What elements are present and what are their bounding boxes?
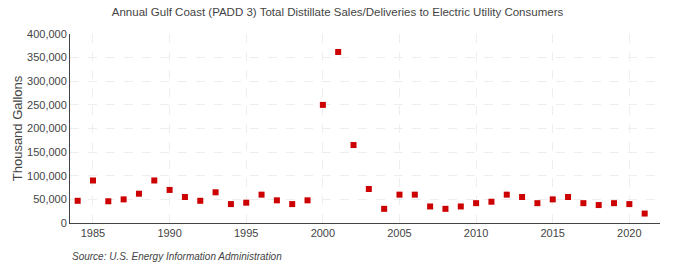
svg-text:400,000: 400,000 bbox=[27, 28, 67, 40]
svg-text:1990: 1990 bbox=[157, 227, 181, 239]
svg-text:Thousand Gallons: Thousand Gallons bbox=[10, 75, 25, 181]
svg-text:200,000: 200,000 bbox=[27, 122, 67, 134]
svg-text:50,000: 50,000 bbox=[33, 193, 67, 205]
svg-text:2020: 2020 bbox=[617, 227, 641, 239]
svg-text:2010: 2010 bbox=[464, 227, 488, 239]
svg-text:2000: 2000 bbox=[311, 227, 335, 239]
svg-text:1995: 1995 bbox=[234, 227, 258, 239]
svg-text:100,000: 100,000 bbox=[27, 170, 67, 182]
svg-text:2015: 2015 bbox=[540, 227, 564, 239]
svg-text:1985: 1985 bbox=[81, 227, 105, 239]
svg-text:2005: 2005 bbox=[387, 227, 411, 239]
svg-text:250,000: 250,000 bbox=[27, 99, 67, 111]
svg-text:Annual Gulf Coast (PADD 3) Tot: Annual Gulf Coast (PADD 3) Total Distill… bbox=[112, 6, 564, 18]
svg-text:300,000: 300,000 bbox=[27, 75, 67, 87]
svg-text:350,000: 350,000 bbox=[27, 51, 67, 63]
svg-text:150,000: 150,000 bbox=[27, 146, 67, 158]
svg-text:Source: U.S. Energy Informatio: Source: U.S. Energy Information Administ… bbox=[72, 251, 282, 262]
svg-text:0: 0 bbox=[61, 217, 67, 229]
